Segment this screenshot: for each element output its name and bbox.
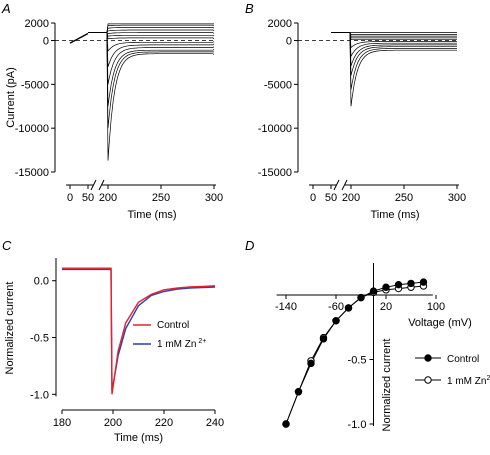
y-tick-label: -5000	[21, 79, 49, 91]
current-trace	[88, 32, 215, 85]
legend-label: Control	[447, 354, 479, 365]
current-trace	[88, 32, 215, 107]
current-trace	[88, 27, 215, 33]
current-trace	[88, 29, 215, 33]
x-tick-label: -140	[275, 301, 297, 313]
x-tick-label: 250	[395, 192, 413, 204]
x-tick-label: 50	[82, 192, 94, 204]
current-trace	[331, 32, 457, 49]
panel-label-c: C	[2, 238, 12, 253]
legend-superscript: 2+	[486, 375, 490, 382]
y-tick-label: 2000	[25, 18, 49, 30]
data-point	[357, 293, 365, 302]
panel-a: 2000 0 -5000 -10000 -15000 0 50 200 250 300 Time (…	[5, 18, 223, 221]
x-tick-label: 220	[155, 417, 173, 429]
panel-b: 2000 0 -5000 -10000 -15000 0 50 200 250 300 Time (…	[258, 18, 466, 221]
x-axis-title: Time (ms)	[114, 432, 163, 444]
data-point	[332, 317, 340, 325]
current-trace	[331, 32, 457, 37]
y-tick-label: 0	[43, 36, 49, 48]
x-tick-label: 300	[205, 192, 223, 204]
data-point	[369, 287, 378, 295]
panel-label-b: B	[245, 1, 254, 16]
legend-label: Control	[157, 320, 189, 331]
current-trace	[331, 32, 457, 58]
legend-marker	[424, 354, 432, 362]
y-tick-label: 0	[286, 36, 292, 48]
y-tick-label: -1.0	[30, 389, 49, 401]
current-trace	[331, 32, 457, 76]
x-tick-label: 300	[448, 192, 466, 204]
x-tick-label: 250	[152, 192, 170, 204]
y-tick-label: 2000	[268, 18, 292, 30]
x-tick-label: 20	[380, 301, 392, 313]
current-trace	[331, 32, 457, 67]
current-trace	[88, 32, 215, 52]
prepulse-trace	[69, 32, 89, 44]
y-tick-label: -10000	[258, 123, 292, 135]
current-trace	[88, 23, 214, 33]
y-tick-label: -0.5	[348, 355, 367, 367]
data-point	[319, 335, 328, 343]
legend-superscript: 2+	[196, 338, 206, 345]
x-tick-label: 200	[99, 192, 117, 204]
current-trace	[331, 32, 457, 39]
panel-c: 0.0 -0.5 -1.0 180 200 220 240 Time (ms) Normaliz…	[4, 258, 224, 444]
panel-label-a: A	[1, 1, 11, 16]
data-point	[307, 359, 315, 368]
current-trace	[331, 32, 457, 107]
current-trace	[88, 32, 215, 34]
x-tick-label: 200	[104, 417, 122, 429]
data-point	[394, 280, 403, 289]
legend-label: 1 mM Zn 2+	[157, 338, 206, 350]
axis-break	[333, 179, 340, 191]
axis-break	[98, 179, 105, 191]
current-trace	[88, 32, 215, 161]
y-tick-label: -15000	[15, 167, 49, 179]
y-tick-label: -1.0	[348, 419, 367, 431]
x-axis-title: Time (ms)	[127, 209, 176, 221]
y-tick-label: -15000	[258, 167, 292, 179]
x-tick-label: 240	[206, 417, 224, 429]
y-tick-label: -0.5	[30, 333, 49, 345]
current-trace	[331, 32, 457, 41]
current-trace	[88, 32, 214, 129]
data-point	[419, 278, 428, 286]
x-axis-title: Time (ms)	[370, 209, 419, 221]
current-trace	[88, 32, 215, 67]
x-tick-label: 50	[325, 192, 337, 204]
y-axis-title: Normalized current	[381, 339, 393, 432]
y-axis-title: Current (pA)	[5, 67, 17, 128]
series-line	[62, 267, 216, 395]
x-tick-label: 180	[53, 417, 71, 429]
current-trace	[88, 24, 215, 33]
x-tick-label: -60	[328, 301, 344, 313]
current-trace	[331, 32, 457, 35]
x-axis-title: Voltage (mV)	[408, 317, 472, 329]
x-tick-label: 200	[342, 192, 360, 204]
current-trace	[331, 32, 457, 90]
x-tick-label: 0	[310, 192, 316, 204]
axis-break	[90, 179, 97, 191]
y-tick-label: -10000	[15, 123, 49, 135]
data-point	[282, 420, 290, 428]
series-line	[62, 268, 216, 392]
current-trace	[88, 32, 215, 40]
y-axis-title: Normalized current	[4, 282, 16, 375]
legend-marker	[424, 376, 432, 384]
legend-label: 1 mM Zn2+	[447, 375, 490, 387]
data-point	[294, 388, 303, 396]
data-point	[407, 279, 415, 288]
y-tick-label: -5000	[264, 79, 292, 91]
data-point	[344, 304, 353, 312]
panel-d: -140 -60 20 100 Voltage (mV) -0.5 -1.0 Normaliz…	[275, 263, 490, 431]
x-tick-label: 100	[427, 301, 445, 313]
data-point	[382, 283, 390, 291]
current-trace	[88, 32, 215, 37]
panel-label-d: D	[245, 238, 254, 253]
x-tick-label: 0	[67, 192, 73, 204]
y-tick-label: 0.0	[34, 276, 49, 288]
axis-break	[341, 179, 348, 191]
